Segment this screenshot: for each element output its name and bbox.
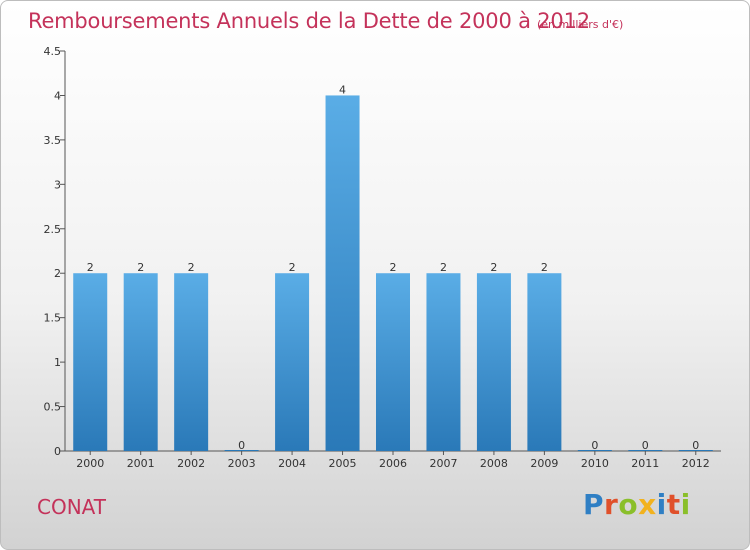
bar-2009[interactable] xyxy=(527,273,562,451)
x-tick-label: 2000 xyxy=(76,457,104,470)
x-tick-label: 2012 xyxy=(682,457,710,470)
y-tick-label: 1 xyxy=(54,356,61,369)
bar-2006[interactable] xyxy=(376,273,410,451)
y-tick-label: 4.5 xyxy=(44,45,62,58)
bar-2007[interactable] xyxy=(426,273,461,451)
x-tick-label: 2004 xyxy=(278,457,306,470)
data-label-2006: 2 xyxy=(390,261,397,274)
logo-letter: r xyxy=(604,488,619,521)
data-label-2007: 2 xyxy=(440,261,447,274)
bar-2011[interactable] xyxy=(628,450,663,451)
x-tick-label: 2002 xyxy=(177,457,205,470)
data-label-2004: 2 xyxy=(289,261,296,274)
x-tick-label: 2009 xyxy=(530,457,558,470)
logo-letter: t xyxy=(666,488,681,521)
logo-letter: x xyxy=(638,488,657,521)
logo-letter: i xyxy=(680,488,691,521)
y-tick-label: 2 xyxy=(54,267,61,280)
x-tick-label: 2007 xyxy=(429,457,457,470)
y-tick-label: 0 xyxy=(54,445,61,458)
bar-2005[interactable] xyxy=(325,95,360,451)
y-tick-label: 3.5 xyxy=(44,134,62,147)
logo-letter: P xyxy=(583,488,605,521)
bar-2000[interactable] xyxy=(73,273,108,451)
bar-2004[interactable] xyxy=(275,273,310,451)
bar-2008[interactable] xyxy=(476,273,511,451)
y-tick-label: 2.5 xyxy=(44,223,62,236)
logo-letter: i xyxy=(656,488,667,521)
bar-2012[interactable] xyxy=(678,450,713,451)
y-tick-label: 3 xyxy=(54,178,61,191)
data-label-2001: 2 xyxy=(137,261,144,274)
data-label-2002: 2 xyxy=(188,261,195,274)
y-tick-label: 4 xyxy=(54,89,61,102)
chart-subtitle: (en milliers d'€) xyxy=(537,18,624,31)
x-tick-label: 2011 xyxy=(631,457,659,470)
proxiti-logo[interactable]: Proxiti xyxy=(583,488,691,521)
bar-2003[interactable] xyxy=(224,450,259,451)
chart-title: Remboursements Annuels de la Dette de 20… xyxy=(28,9,590,33)
data-label-2003: 0 xyxy=(238,439,245,452)
chart-data-labels: 2 2 2 0 2 4 2 2 2 2 0 0 0 xyxy=(87,83,700,452)
x-tick-label: 2006 xyxy=(379,457,407,470)
location-name: CONAT xyxy=(37,495,107,519)
x-tick-label: 2003 xyxy=(228,457,256,470)
bar-2010[interactable] xyxy=(577,450,612,451)
y-tick-label: 1.5 xyxy=(44,312,62,325)
bar-2001[interactable] xyxy=(123,273,158,451)
data-label-2011: 0 xyxy=(642,439,649,452)
data-label-2012: 0 xyxy=(692,439,699,452)
x-tick-label: 2008 xyxy=(480,457,508,470)
data-label-2009: 2 xyxy=(541,261,548,274)
x-tick-label: 2001 xyxy=(127,457,155,470)
data-label-2010: 0 xyxy=(591,439,598,452)
chart-bars xyxy=(73,95,713,451)
bar-2002[interactable] xyxy=(174,273,209,451)
logo-letter: o xyxy=(618,488,639,521)
data-label-2008: 2 xyxy=(490,261,497,274)
data-label-2005: 4 xyxy=(339,83,346,96)
data-label-2000: 2 xyxy=(87,261,94,274)
x-tick-label: 2010 xyxy=(581,457,609,470)
x-tick-label: 2005 xyxy=(329,457,357,470)
y-tick-label: 0.5 xyxy=(44,401,62,414)
